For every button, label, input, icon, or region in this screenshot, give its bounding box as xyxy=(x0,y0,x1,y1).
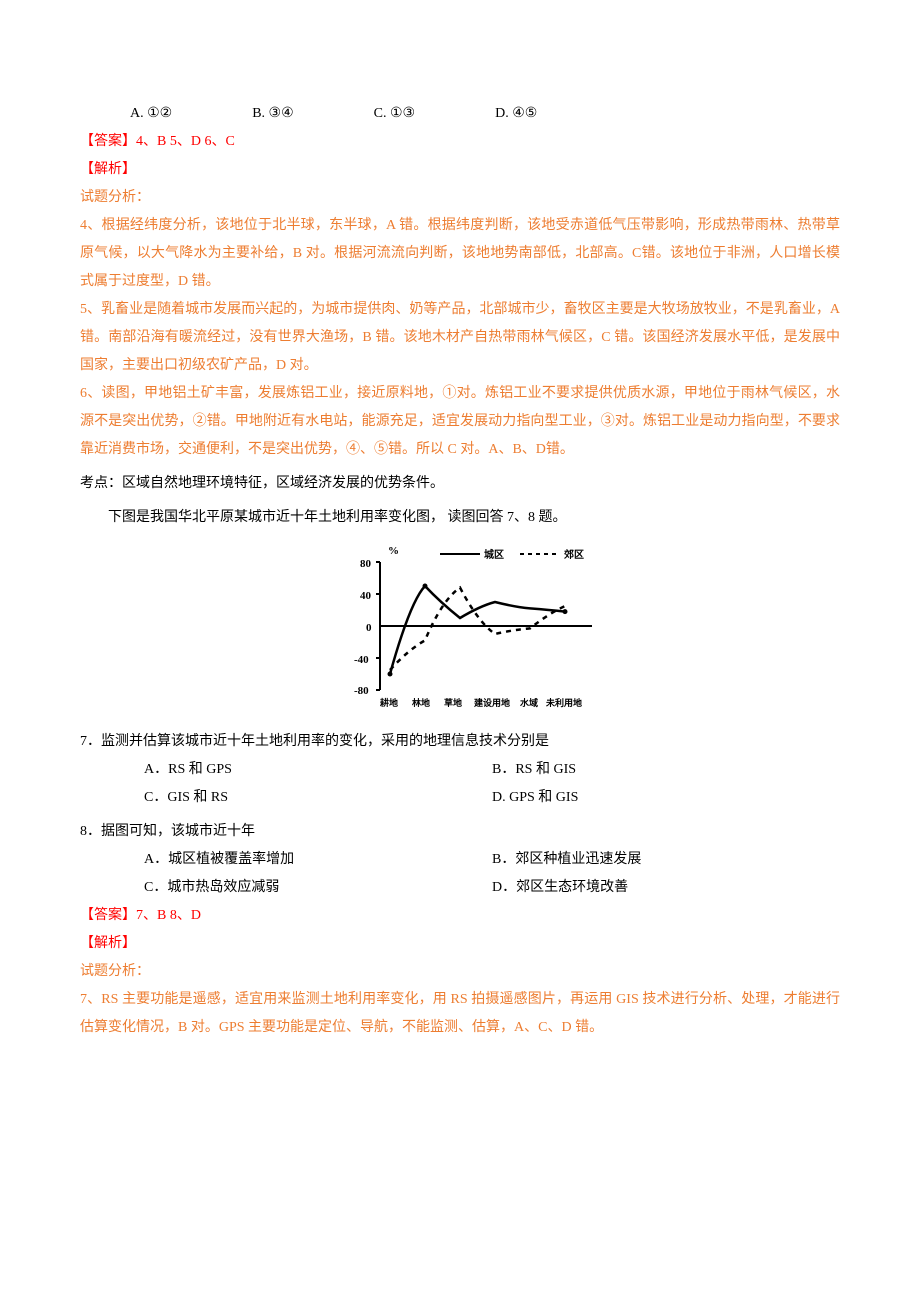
chart-svg: % 城区 郊区 80 40 0 -40 -80 耕地 林地 草地 建设用地 水域 xyxy=(320,542,600,718)
xlabel-4: 水域 xyxy=(520,697,538,708)
option-c: C. ①③ xyxy=(374,100,415,128)
q7-option-a: A．RS 和 GPS xyxy=(144,756,492,784)
xlabel-5: 未利用地 xyxy=(545,697,582,708)
q7-option-d: D. GPS 和 GIS xyxy=(492,784,840,812)
q8-option-a: A．城区植被覆盖率增加 xyxy=(144,846,492,874)
xlabel-3: 建设用地 xyxy=(474,697,510,708)
answer-4-6: 【答案】4、B 5、D 6、C xyxy=(80,128,840,156)
y-unit: % xyxy=(388,545,399,557)
xlabel-0: 耕地 xyxy=(380,697,398,708)
analysis-heading: 试题分析： xyxy=(80,184,840,212)
option-d: D. ④⑤ xyxy=(495,100,537,128)
option-b: B. ③④ xyxy=(252,100,293,128)
analysis-label: 【解析】 xyxy=(80,156,840,184)
answer-7-8: 【答案】7、B 8、D xyxy=(80,902,840,930)
kaodian: 考点：区域自然地理环境特征，区域经济发展的优势条件。 xyxy=(80,470,840,498)
q8-options: A．城区植被覆盖率增加 B．郊区种植业迅速发展 C．城市热岛效应减弱 D．郊区生… xyxy=(80,846,840,902)
ytick-0: 0 xyxy=(366,622,372,634)
xlabel-1: 林地 xyxy=(412,697,430,708)
q7-option-c: C．GIS 和 RS xyxy=(144,784,492,812)
ytick-m40: -40 xyxy=(354,654,369,666)
q7-options: A．RS 和 GPS B．RS 和 GIS C．GIS 和 RS D. GPS … xyxy=(80,756,840,812)
legend-urban: 城区 xyxy=(484,548,504,561)
q8-option-b: B．郊区种植业迅速发展 xyxy=(492,846,840,874)
analysis-5: 5、乳畜业是随着城市发展而兴起的，为城市提供肉、奶等产品，北部城市少，畜牧区主要… xyxy=(80,296,840,380)
question-options-row: A. ①② B. ③④ C. ①③ D. ④⑤ xyxy=(80,100,840,128)
analysis-heading-2: 试题分析： xyxy=(80,958,840,986)
ytick-40: 40 xyxy=(360,590,372,602)
legend-suburb: 郊区 xyxy=(564,548,584,561)
series-urban xyxy=(390,586,565,674)
intro-78: 下图是我国华北平原某城市近十年土地利用率变化图， 读图回答 7、8 题。 xyxy=(80,504,840,532)
q7-stem: 7．监测并估算该城市近十年土地利用率的变化，采用的地理信息技术分别是 xyxy=(80,728,840,756)
ytick-m80: -80 xyxy=(354,685,369,697)
q8-stem: 8．据图可知，该城市近十年 xyxy=(80,818,840,846)
analysis-7: 7、RS 主要功能是遥感，适宜用来监测土地利用率变化，用 RS 拍摄遥感图片，再… xyxy=(80,986,840,1042)
land-use-chart: % 城区 郊区 80 40 0 -40 -80 耕地 林地 草地 建设用地 水域 xyxy=(80,542,840,718)
ytick-80: 80 xyxy=(360,558,372,570)
analysis-label-2: 【解析】 xyxy=(80,930,840,958)
xlabel-2: 草地 xyxy=(444,697,462,708)
q8-option-d: D．郊区生态环境改善 xyxy=(492,874,840,902)
analysis-6: 6、读图，甲地铝土矿丰富，发展炼铝工业，接近原料地，①对。炼铝工业不要求提供优质… xyxy=(80,380,840,464)
q7-option-b: B．RS 和 GIS xyxy=(492,756,840,784)
option-a: A. ①② xyxy=(130,100,172,128)
q8-option-c: C．城市热岛效应减弱 xyxy=(144,874,492,902)
analysis-4: 4、根据经纬度分析，该地位于北半球，东半球，A 错。根据纬度判断，该地受赤道低气… xyxy=(80,212,840,296)
